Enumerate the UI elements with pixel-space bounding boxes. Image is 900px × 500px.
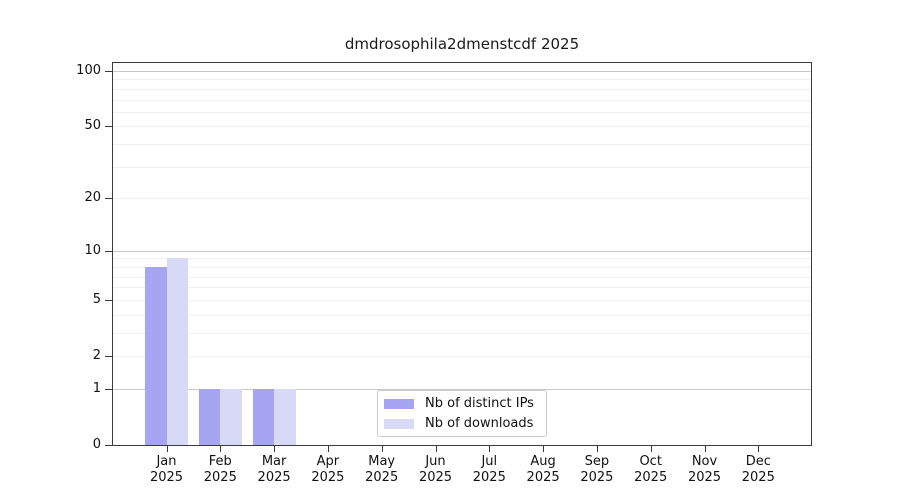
y-tick-mark (105, 126, 112, 127)
bar-nb-of-downloads-jan (166, 258, 188, 445)
y-tick-label: 0 (92, 437, 101, 452)
major-gridline (113, 71, 811, 72)
x-tick-month: Dec (745, 454, 771, 469)
legend-row-downloads: Nb of downloads (378, 416, 546, 431)
y-tick-label: 2 (92, 348, 101, 363)
x-tick-mark (274, 446, 276, 452)
plot-area (112, 62, 812, 446)
x-tick-mark (596, 446, 598, 452)
x-tick-year: 2025 (687, 469, 722, 485)
minor-gridline (113, 314, 811, 316)
x-tick-month: Feb (208, 454, 232, 469)
x-tick-month: May (368, 454, 396, 469)
x-tick-year: 2025 (365, 469, 399, 485)
bar-nb-of-downloads-feb (220, 388, 242, 445)
minor-gridline (113, 332, 811, 334)
x-tick-year: 2025 (149, 469, 184, 485)
x-tick-mark (220, 446, 222, 452)
y-tick-mark (105, 71, 112, 72)
y-tick-mark (105, 445, 112, 446)
legend-label-downloads: Nb of downloads (425, 416, 534, 431)
x-tick-month: Apr (316, 454, 340, 469)
y-tick-label: 10 (84, 242, 101, 258)
x-tick-label-jan: Jan 2025 (140, 454, 194, 485)
x-tick-label-jun: Jun 2025 (409, 454, 463, 485)
x-tick-year: 2025 (526, 469, 560, 485)
x-tick-year: 2025 (257, 469, 291, 485)
minor-gridline (113, 258, 811, 260)
x-tick-label-mar: Mar 2025 (247, 454, 301, 485)
x-tick-label-may: May 2025 (355, 454, 409, 485)
major-gridline (113, 388, 811, 390)
minor-gridline (113, 356, 811, 357)
x-tick-month: Jun (425, 454, 446, 469)
minor-gridline (113, 111, 811, 113)
x-tick-mark (758, 446, 760, 452)
x-tick-label-aug: Aug 2025 (516, 454, 570, 485)
x-tick-label-feb: Feb 2025 (193, 454, 247, 485)
minor-gridline (113, 88, 811, 90)
minor-gridline (113, 287, 811, 289)
y-tick-label: 5 (92, 291, 101, 307)
distinct-ips-swatch (384, 398, 414, 409)
x-tick-mark (704, 446, 706, 452)
x-tick-label-dec: Dec 2025 (731, 454, 785, 485)
minor-gridline (113, 198, 811, 200)
x-tick-label-sep: Sep 2025 (570, 454, 624, 485)
x-tick-month: Aug (530, 454, 556, 469)
y-tick-label: 100 (76, 63, 101, 78)
y-tick-label: 1 (92, 380, 101, 396)
x-tick-month: Jan (156, 454, 177, 469)
x-tick-year: 2025 (472, 469, 506, 485)
y-tick-label: 50 (84, 118, 101, 134)
minor-gridline (113, 266, 811, 268)
x-tick-mark (489, 446, 491, 452)
y-tick-mark (105, 300, 112, 301)
y-tick-mark (105, 251, 112, 252)
x-tick-month: Sep (584, 454, 610, 469)
bar-nb-of-distinct-ips-jan (145, 266, 167, 445)
x-tick-year: 2025 (418, 469, 453, 485)
legend-label-distinct-ips: Nb of distinct IPs (425, 396, 534, 411)
minor-gridline (113, 99, 811, 101)
x-tick-month: Mar (261, 454, 287, 469)
x-tick-year: 2025 (580, 469, 614, 485)
minor-gridline (113, 299, 811, 301)
x-tick-mark (435, 446, 437, 452)
x-tick-month: Nov (691, 454, 718, 469)
legend: Nb of distinct IPs Nb of downloads (377, 390, 547, 437)
minor-gridline (113, 79, 811, 81)
minor-gridline (113, 166, 811, 168)
x-tick-label-oct: Oct 2025 (624, 454, 678, 485)
minor-gridline (113, 144, 811, 146)
x-tick-year: 2025 (311, 469, 345, 485)
major-gridline (113, 250, 811, 252)
chart-title: dmdrosophila2dmenstcdf 2025 (344, 35, 580, 53)
x-tick-label-jul: Jul 2025 (462, 454, 516, 485)
bar-nb-of-downloads-mar (274, 388, 296, 445)
x-tick-label-apr: Apr 2025 (301, 454, 355, 485)
legend-row-distinct-ips: Nb of distinct IPs (378, 396, 546, 411)
x-tick-month: Oct (639, 454, 662, 469)
x-tick-mark (381, 446, 383, 452)
x-tick-label-nov: Nov 2025 (678, 454, 732, 485)
minor-gridline (113, 126, 811, 128)
x-tick-year: 2025 (203, 469, 237, 485)
x-tick-year: 2025 (741, 469, 775, 485)
x-tick-mark (166, 446, 168, 452)
y-tick-mark (105, 389, 112, 390)
x-tick-mark (543, 446, 545, 452)
x-tick-year: 2025 (634, 469, 668, 485)
minor-gridline (113, 276, 811, 278)
bar-nb-of-distinct-ips-feb (198, 388, 221, 445)
downloads-swatch (384, 418, 414, 429)
bar-nb-of-distinct-ips-mar (252, 388, 275, 445)
y-tick-mark (105, 198, 112, 199)
x-tick-mark (650, 446, 652, 452)
x-tick-month: Jul (481, 454, 498, 469)
x-tick-mark (327, 446, 329, 452)
y-tick-label: 20 (84, 190, 101, 206)
y-tick-mark (105, 356, 112, 357)
